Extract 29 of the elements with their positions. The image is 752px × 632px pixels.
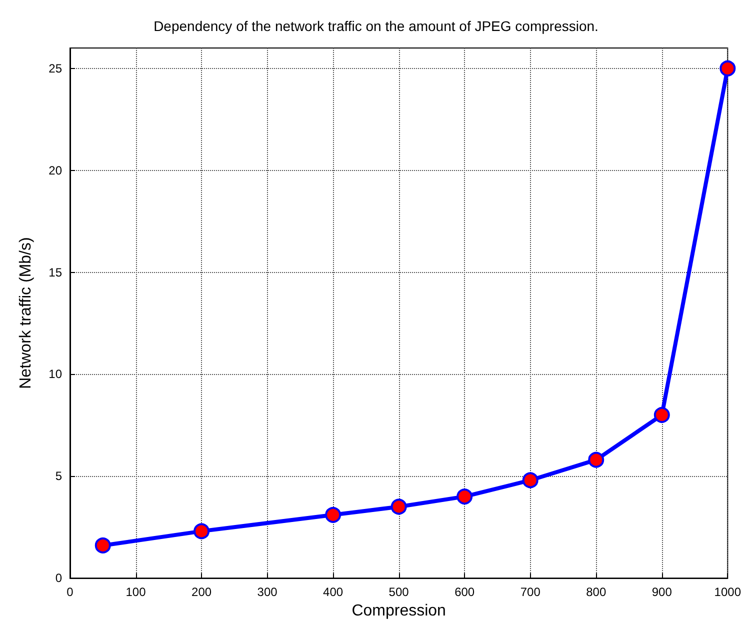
x-tick-label: 100 [126, 585, 146, 600]
x-tick-label: 700 [520, 585, 541, 600]
point [456, 488, 473, 505]
x-tick-label: 400 [323, 585, 344, 600]
point [522, 472, 538, 488]
chart-title: Dependency of the network traffic on the amount of JPEG compression. [154, 18, 598, 34]
x-axis-title: Compression [352, 602, 446, 620]
x-tick-label: 0 [66, 585, 74, 600]
x-tick-label: 300 [257, 585, 278, 600]
x-tick-label: 900 [652, 585, 672, 600]
y-tick-label: 10 [48, 367, 62, 382]
x-tick-label: 800 [586, 585, 606, 600]
point [325, 506, 342, 523]
y-tick-label: 5 [55, 469, 62, 484]
x-tick-label: 200 [192, 585, 212, 600]
point [94, 537, 111, 554]
point [654, 406, 670, 423]
x-tick-label: 600 [454, 585, 475, 600]
y-tick-label: 0 [55, 571, 62, 586]
point [390, 498, 407, 515]
y-tick-label: 20 [48, 163, 62, 178]
x-tick-label: 500 [388, 585, 410, 600]
point [588, 452, 604, 468]
point [720, 60, 736, 76]
y-tick-label: 15 [48, 265, 62, 280]
x-tick-label: 1000 [714, 585, 742, 600]
y-tick-label: 25 [48, 61, 62, 76]
y-axis-title: Network traffic (Mb/s) [18, 237, 34, 389]
point [194, 523, 210, 540]
